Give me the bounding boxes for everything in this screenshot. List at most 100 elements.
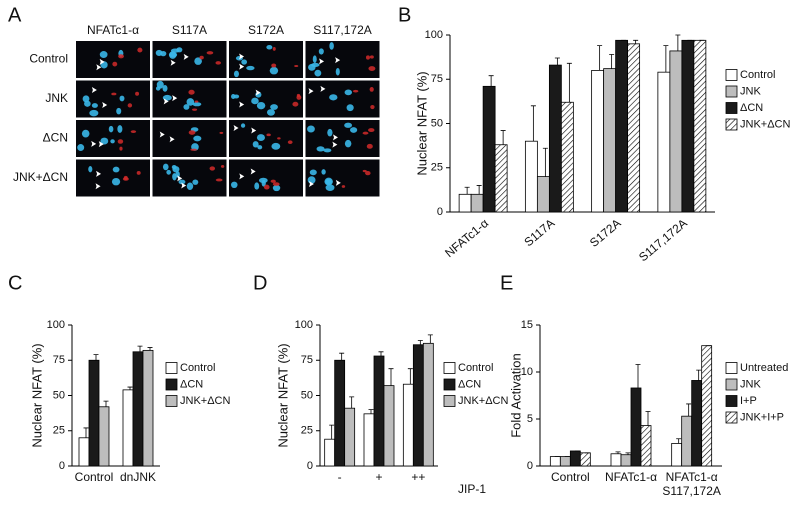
nucleus	[307, 176, 316, 184]
bar	[88, 359, 100, 467]
arrowhead	[95, 183, 101, 190]
y-tick-label: 5	[527, 413, 533, 425]
error-bar	[542, 147, 548, 177]
error-bar	[147, 347, 153, 351]
bar	[482, 85, 496, 213]
x-tick-label: S117,172A	[636, 216, 690, 264]
red-signal	[188, 130, 196, 135]
nucleus	[257, 145, 263, 150]
y-tick-label: 25	[301, 425, 313, 437]
red-signal	[287, 140, 293, 144]
nucleus	[77, 144, 85, 152]
arrowhead	[172, 95, 178, 102]
nucleus	[112, 166, 120, 173]
column-header: NFATc1-α	[87, 23, 139, 37]
nucleus	[192, 102, 202, 107]
bar	[569, 450, 581, 467]
nucleus	[321, 169, 326, 175]
red-signal	[220, 164, 225, 168]
x-tick-label: Control	[551, 470, 590, 484]
y-tick-label: 100	[295, 319, 313, 331]
legend-swatch	[725, 69, 738, 81]
error-bar	[368, 409, 374, 414]
micrograph	[76, 41, 150, 78]
arrowhead	[96, 170, 102, 177]
legend-swatch	[443, 395, 456, 407]
error-bar	[645, 411, 651, 426]
nucleus	[329, 42, 334, 50]
arrowhead	[102, 101, 108, 108]
nucleus	[172, 166, 180, 173]
y-tick-label: 100	[47, 319, 65, 331]
micrograph	[76, 80, 150, 118]
micrograph	[229, 159, 303, 197]
nucleus	[344, 139, 352, 148]
nucleus	[117, 125, 123, 133]
arrowhead	[239, 53, 245, 60]
red-signal	[270, 179, 276, 183]
y-axis-label: Nuclear NFAT (%)	[29, 343, 44, 447]
bar	[681, 39, 695, 213]
x-tick-label: NFATc1-α	[442, 216, 491, 260]
row-label: JNK+ΔCN	[13, 170, 68, 184]
bar	[536, 176, 550, 213]
nucleus	[88, 166, 93, 173]
red-signal	[352, 89, 359, 93]
nucleus	[325, 179, 330, 185]
bar	[548, 64, 562, 213]
micrograph	[305, 120, 380, 157]
nucleus	[178, 179, 186, 185]
error-bar	[83, 427, 89, 438]
arrowhead	[177, 175, 183, 182]
nucleus	[309, 169, 317, 176]
legend-swatch	[725, 118, 738, 131]
bar	[383, 385, 395, 467]
error-bar	[566, 62, 572, 103]
micrograph	[76, 120, 150, 157]
y-tick-label: 75	[431, 73, 443, 85]
bar	[402, 383, 414, 467]
bar	[610, 453, 622, 467]
panel-letter: D	[253, 272, 267, 294]
nucleus	[344, 122, 353, 128]
red-signal	[111, 92, 117, 96]
micrograph-bg	[76, 159, 150, 197]
nucleus	[119, 95, 125, 102]
row-label: JNK	[45, 91, 68, 105]
nucleus	[254, 182, 260, 190]
error-bar	[676, 438, 682, 444]
x-tick-label: Control	[75, 470, 114, 484]
nucleus	[108, 125, 114, 133]
bar	[701, 345, 713, 467]
red-signal	[362, 131, 369, 135]
legend-swatch	[725, 102, 738, 114]
error-bar	[329, 424, 335, 440]
y-tick-label: 10	[521, 366, 533, 378]
error-bar	[530, 105, 536, 142]
bar	[132, 351, 144, 467]
y-tick-label: 15	[521, 319, 533, 331]
error-bar	[339, 352, 345, 361]
arrowhead	[239, 101, 245, 108]
arrowhead	[250, 168, 256, 175]
red-signal	[206, 51, 214, 55]
bar	[78, 437, 90, 467]
red-signal	[369, 87, 374, 92]
nucleus	[84, 100, 91, 107]
red-signal	[370, 105, 375, 110]
legend-label: JNK+ΔCN	[458, 395, 508, 407]
x-tick-label: S117,172A	[662, 484, 721, 498]
red-signal	[127, 103, 133, 108]
bar	[412, 344, 424, 467]
bar	[627, 43, 641, 213]
arrowhead	[320, 85, 326, 92]
bar	[470, 193, 484, 213]
nucleus	[99, 51, 108, 59]
bar	[334, 359, 346, 467]
x-axis-label: JIP-1	[458, 482, 486, 496]
error-bar	[696, 369, 702, 381]
nucleus	[100, 137, 109, 145]
nucleus	[272, 184, 281, 192]
error-bar	[500, 130, 506, 145]
nucleus	[183, 104, 190, 110]
